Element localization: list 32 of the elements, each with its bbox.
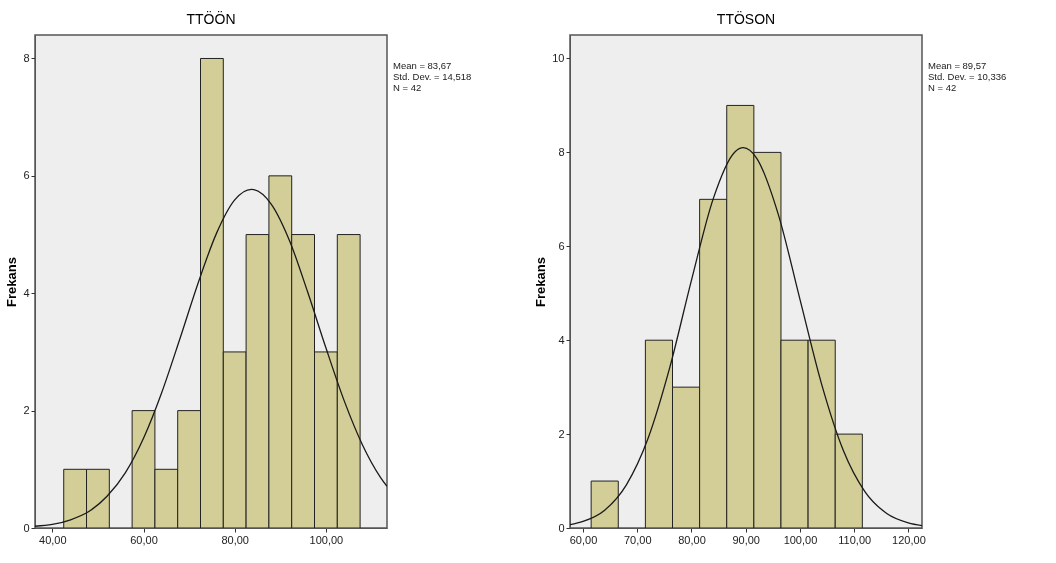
- x-tick-label: 110,00: [838, 533, 872, 546]
- y-tick-label: 8: [23, 51, 30, 64]
- y-tick-label: 4: [558, 333, 565, 346]
- text: Std. Dev. = 14,518: [393, 71, 472, 82]
- x-tick-label: 40,00: [39, 533, 67, 546]
- chart-title: TTÖÖN: [186, 10, 236, 27]
- y-tick-label: 0: [23, 521, 30, 534]
- y-tick-label: 8: [558, 145, 565, 158]
- y-tick-label: 2: [558, 427, 565, 440]
- y-axis-title: Frekans: [4, 257, 20, 307]
- x-tick-label: 60,00: [130, 533, 158, 546]
- x-tick-label: 80,00: [221, 533, 249, 546]
- text: Mean = 83,67: [393, 60, 452, 71]
- x-tick-label: 80,00: [678, 533, 706, 546]
- chart-title: TTÖSON: [716, 10, 776, 27]
- y-tick-label: 2: [23, 404, 30, 417]
- y-axis-title: Frekans: [533, 257, 549, 307]
- x-tick-label: 100,00: [783, 533, 818, 546]
- text: N = 42: [928, 82, 957, 93]
- x-tick-label: 60,00: [569, 533, 598, 546]
- text: Std. Dev. = 10,336: [928, 71, 1007, 82]
- x-tick-label: 120,00: [892, 533, 926, 546]
- text: Mean = 89,57: [928, 60, 987, 71]
- y-tick-label: 6: [23, 169, 30, 182]
- y-tick-label: 0: [558, 521, 565, 534]
- x-tick-label: 90,00: [732, 533, 760, 546]
- text: N = 42: [393, 82, 422, 93]
- x-tick-label: 100,00: [309, 533, 344, 546]
- y-tick-label: 4: [23, 286, 30, 299]
- y-tick-label: 6: [558, 239, 565, 252]
- x-tick-label: 70,00: [623, 533, 652, 546]
- y-tick-label: 10: [552, 51, 565, 64]
